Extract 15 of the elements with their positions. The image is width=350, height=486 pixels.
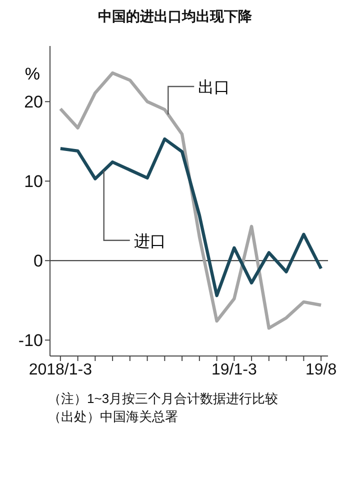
x-tick-label: 19/1-3 (211, 361, 257, 378)
text: 出口 (198, 78, 230, 97)
x-tick-label: 2018/1-3 (28, 361, 92, 378)
y-tick-label: -10 (18, 331, 43, 350)
chart-title: 中国的进出口均出现下降 (97, 8, 253, 26)
y-tick-label: 20 (24, 92, 43, 112)
x-tick-label: 19/8 (305, 361, 337, 378)
text: （注）1~3月按三个月合计数据进行比较 (48, 390, 280, 408)
y-tick-label: 0 (34, 252, 43, 271)
line-series (58, 137, 323, 298)
line-series (58, 71, 323, 330)
text: 进口 (134, 232, 166, 250)
text: （出处）中国海关总署 (48, 408, 179, 426)
y-tick-label: 10 (24, 172, 43, 192)
y-axis-title: % (24, 64, 40, 84)
